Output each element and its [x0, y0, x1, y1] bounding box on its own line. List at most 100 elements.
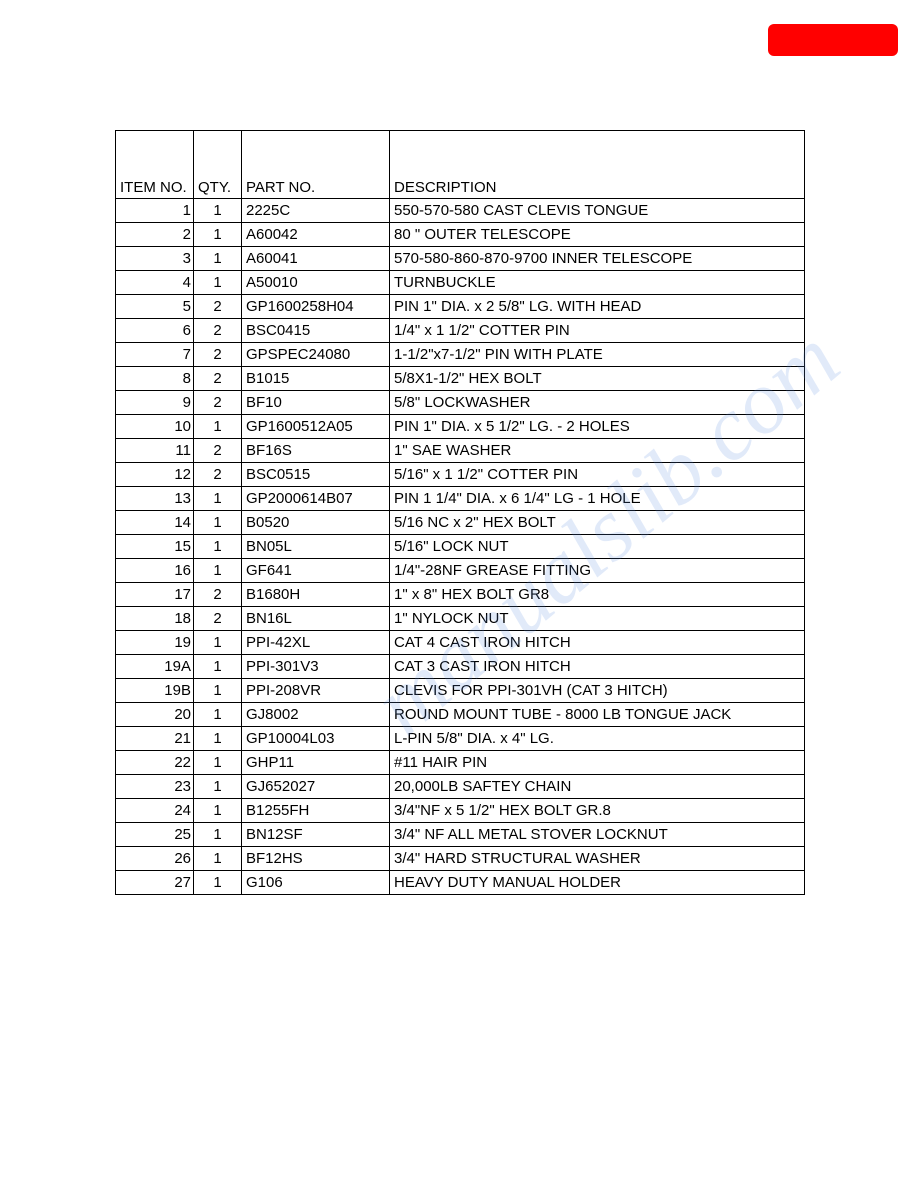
part-cell: 2225C — [242, 199, 390, 223]
header-spacer-3 — [242, 131, 390, 175]
qty-cell: 1 — [194, 703, 242, 727]
part-cell: B1680H — [242, 583, 390, 607]
qty-cell: 1 — [194, 199, 242, 223]
part-cell: GJ8002 — [242, 703, 390, 727]
item-cell: 17 — [116, 583, 194, 607]
desc-cell: 5/16 NC x 2" HEX BOLT — [390, 511, 805, 535]
item-cell: 10 — [116, 415, 194, 439]
table-row: 172B1680H1" x 8" HEX BOLT GR8 — [116, 583, 805, 607]
item-cell: 16 — [116, 559, 194, 583]
qty-cell: 1 — [194, 511, 242, 535]
desc-cell: CAT 3 CAST IRON HITCH — [390, 655, 805, 679]
item-cell: 1 — [116, 199, 194, 223]
qty-cell: 1 — [194, 751, 242, 775]
desc-cell: 1" SAE WASHER — [390, 439, 805, 463]
table-row: 151BN05L5/16" LOCK NUT — [116, 535, 805, 559]
item-cell: 19B — [116, 679, 194, 703]
part-cell: B1255FH — [242, 799, 390, 823]
item-cell: 4 — [116, 271, 194, 295]
table-row: 221GHP11#11 HAIR PIN — [116, 751, 805, 775]
desc-cell: 20,000LB SAFTEY CHAIN — [390, 775, 805, 799]
qty-cell: 1 — [194, 631, 242, 655]
item-cell: 22 — [116, 751, 194, 775]
desc-cell: 1-1/2"x7-1/2" PIN WITH PLATE — [390, 343, 805, 367]
item-cell: 27 — [116, 871, 194, 895]
item-cell: 8 — [116, 367, 194, 391]
qty-cell: 2 — [194, 607, 242, 631]
qty-cell: 2 — [194, 319, 242, 343]
header-spacer-1 — [116, 131, 194, 175]
desc-cell: 3/4" NF ALL METAL STOVER LOCKNUT — [390, 823, 805, 847]
col-header-part: PART NO. — [242, 175, 390, 199]
table-row: 62BSC04151/4" x 1 1/2" COTTER PIN — [116, 319, 805, 343]
item-cell: 3 — [116, 247, 194, 271]
header-spacer-row — [116, 131, 805, 175]
part-cell: BF16S — [242, 439, 390, 463]
part-cell: GJ652027 — [242, 775, 390, 799]
part-cell: GP1600512A05 — [242, 415, 390, 439]
table-row: 21A6004280 " OUTER TELESCOPE — [116, 223, 805, 247]
table-row: 112BF16S1" SAE WASHER — [116, 439, 805, 463]
table-row: 92BF105/8" LOCKWASHER — [116, 391, 805, 415]
qty-cell: 2 — [194, 343, 242, 367]
qty-cell: 2 — [194, 295, 242, 319]
item-cell: 14 — [116, 511, 194, 535]
desc-cell: 1/4" x 1 1/2" COTTER PIN — [390, 319, 805, 343]
qty-cell: 1 — [194, 559, 242, 583]
table-row: 251BN12SF3/4" NF ALL METAL STOVER LOCKNU… — [116, 823, 805, 847]
desc-cell: #11 HAIR PIN — [390, 751, 805, 775]
desc-cell: 1/4"-28NF GREASE FITTING — [390, 559, 805, 583]
table-row: 161GF6411/4"-28NF GREASE FITTING — [116, 559, 805, 583]
table-row: 19A1PPI-301V3CAT 3 CAST IRON HITCH — [116, 655, 805, 679]
item-cell: 13 — [116, 487, 194, 511]
part-cell: GP10004L03 — [242, 727, 390, 751]
table-row: 112225C550-570-580 CAST CLEVIS TONGUE — [116, 199, 805, 223]
desc-cell: 80 " OUTER TELESCOPE — [390, 223, 805, 247]
qty-cell: 1 — [194, 271, 242, 295]
desc-cell: 5/8X1-1/2" HEX BOLT — [390, 367, 805, 391]
qty-cell: 2 — [194, 439, 242, 463]
table-row: 141B05205/16 NC x 2" HEX BOLT — [116, 511, 805, 535]
item-cell: 23 — [116, 775, 194, 799]
col-header-qty: QTY. — [194, 175, 242, 199]
table-row: 131GP2000614B07PIN 1 1/4" DIA. x 6 1/4" … — [116, 487, 805, 511]
part-cell: A60041 — [242, 247, 390, 271]
qty-cell: 2 — [194, 583, 242, 607]
table-row: 182BN16L1" NYLOCK NUT — [116, 607, 805, 631]
table-row: 19B1PPI-208VRCLEVIS FOR PPI-301VH (CAT 3… — [116, 679, 805, 703]
desc-cell: 5/16" x 1 1/2" COTTER PIN — [390, 463, 805, 487]
desc-cell: TURNBUCKLE — [390, 271, 805, 295]
table-row: 41A50010TURNBUCKLE — [116, 271, 805, 295]
table-row: 211GP10004L03L-PIN 5/8" DIA. x 4" LG. — [116, 727, 805, 751]
desc-cell: 5/8" LOCKWASHER — [390, 391, 805, 415]
part-cell: BN12SF — [242, 823, 390, 847]
item-cell: 25 — [116, 823, 194, 847]
item-cell: 21 — [116, 727, 194, 751]
part-cell: G106 — [242, 871, 390, 895]
table-row: 271G106HEAVY DUTY MANUAL HOLDER — [116, 871, 805, 895]
part-cell: A50010 — [242, 271, 390, 295]
table-row: 122BSC05155/16" x 1 1/2" COTTER PIN — [116, 463, 805, 487]
item-cell: 15 — [116, 535, 194, 559]
part-cell: GP2000614B07 — [242, 487, 390, 511]
desc-cell: 550-570-580 CAST CLEVIS TONGUE — [390, 199, 805, 223]
part-cell: GPSPEC24080 — [242, 343, 390, 367]
item-cell: 26 — [116, 847, 194, 871]
part-cell: PPI-301V3 — [242, 655, 390, 679]
header-label-row: ITEM NO. QTY. PART NO. DESCRIPTION — [116, 175, 805, 199]
item-cell: 18 — [116, 607, 194, 631]
part-cell: GF641 — [242, 559, 390, 583]
qty-cell: 2 — [194, 391, 242, 415]
part-cell: B1015 — [242, 367, 390, 391]
qty-cell: 1 — [194, 655, 242, 679]
part-cell: PPI-42XL — [242, 631, 390, 655]
qty-cell: 1 — [194, 847, 242, 871]
qty-cell: 1 — [194, 799, 242, 823]
table-row: 241B1255FH3/4"NF x 5 1/2" HEX BOLT GR.8 — [116, 799, 805, 823]
table-body: 112225C550-570-580 CAST CLEVIS TONGUE21A… — [116, 199, 805, 895]
qty-cell: 1 — [194, 775, 242, 799]
parts-table: ITEM NO. QTY. PART NO. DESCRIPTION 11222… — [115, 130, 805, 895]
item-cell: 12 — [116, 463, 194, 487]
part-cell: BN05L — [242, 535, 390, 559]
desc-cell: ROUND MOUNT TUBE - 8000 LB TONGUE JACK — [390, 703, 805, 727]
